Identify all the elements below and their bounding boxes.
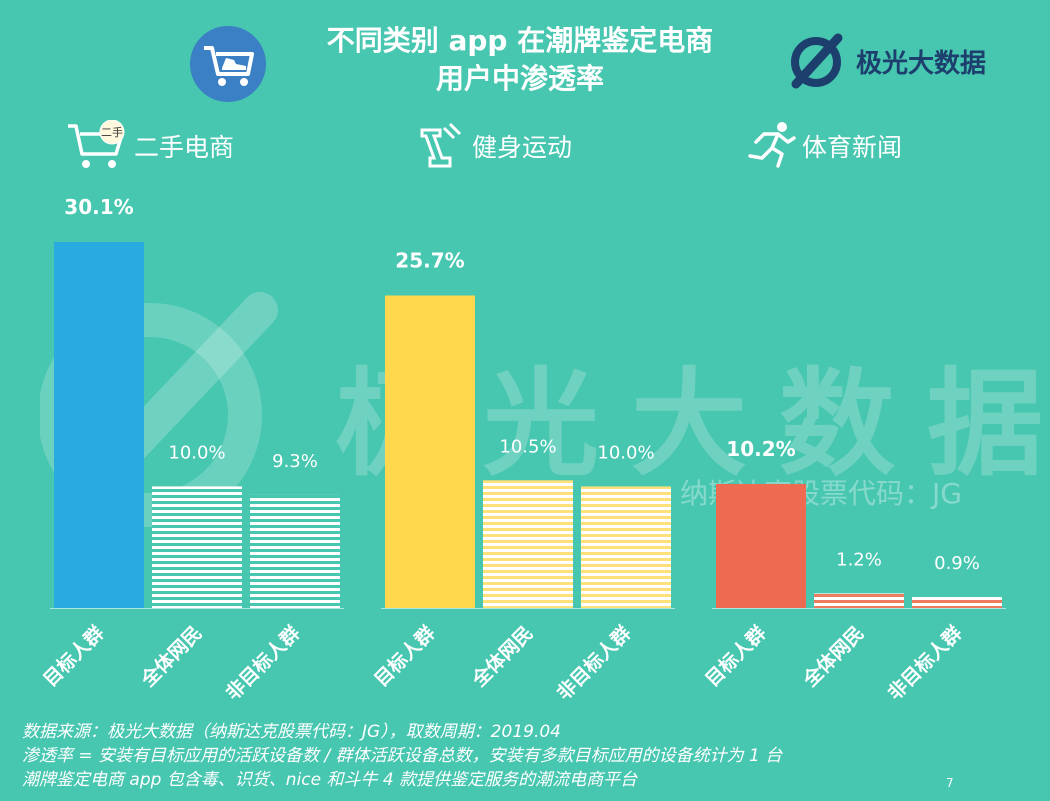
category-label-0-1: 全体网民 [136,621,207,692]
page-number: 7 [946,776,954,790]
bar-2-1 [814,593,904,608]
title-line-1: 不同类别 app 在潮牌鉴定电商 [326,24,714,57]
title-line-2: 用户中渗透率 [435,62,604,95]
footnote-definition: 渗透率 = 安装有目标应用的活跃设备数 / 群体活跃设备总数，安装有多款目标应用… [22,746,783,766]
data-label-1-2: 10.0% [597,442,654,463]
category-label-sports-news: 体育新闻 [802,133,903,162]
category-label-2-2: 非目标人群 [883,621,966,704]
footnote-source: 数据来源：极光大数据（纳斯达克股票代码：JG），取数周期：2019.04 [22,722,561,742]
bar-chart: 30.1% 目标人群 10.0% 全体网民 9.3% 非目标人群 25.7% 目标人群 10.5… [39,195,1006,705]
category-label-used: 二手电商 [134,133,235,162]
category-label-fitness: 健身运动 [472,133,573,162]
bar-0-1 [152,486,242,608]
bar-2-0 [716,483,806,608]
runner-icon [748,122,796,168]
bar-1-1 [483,480,573,608]
data-label-2-2: 0.9% [934,553,980,574]
used-goods-cart-icon: 二手 [68,120,125,168]
data-label-0-1: 10.0% [168,442,225,463]
footnote-scope: 潮牌鉴定电商 app 包含毒、识货、nice 和斗牛 4 款提供鉴定服务的潮流电… [22,770,638,790]
fitness-icon [420,122,462,168]
brand-logo-icon [791,33,843,89]
bar-1-0 [385,295,475,608]
bar-2-2 [912,597,1002,608]
data-label-0-0: 30.1% [64,195,133,219]
data-label-2-0: 10.2% [726,437,795,461]
data-label-2-1: 1.2% [836,549,882,570]
category-label-0-2: 非目标人群 [221,621,304,704]
sneaker-cart-icon [190,26,266,102]
data-label-1-1: 10.5% [499,436,556,457]
category-label-1-0: 目标人群 [370,621,440,691]
category-label-1-2: 非目标人群 [552,621,635,704]
chart-title: 不同类别 app 在潮牌鉴定电商 用户中渗透率 [270,22,770,98]
bar-0-2 [250,494,340,608]
footnote: 数据来源：极光大数据（纳斯达克股票代码：JG），取数周期：2019.04 渗透率… [22,720,782,792]
brand-name: 极光大数据 [856,49,987,79]
data-label-1-0: 25.7% [395,249,464,273]
category-label-2-1: 全体网民 [798,621,869,692]
category-label-0-0: 目标人群 [39,621,109,691]
bar-1-2 [581,486,671,608]
category-label-1-1: 全体网民 [467,621,538,692]
used-badge-text: 二手 [101,125,123,139]
bar-0-0 [54,242,144,608]
data-label-0-2: 9.3% [272,451,318,472]
category-label-2-0: 目标人群 [701,621,771,691]
